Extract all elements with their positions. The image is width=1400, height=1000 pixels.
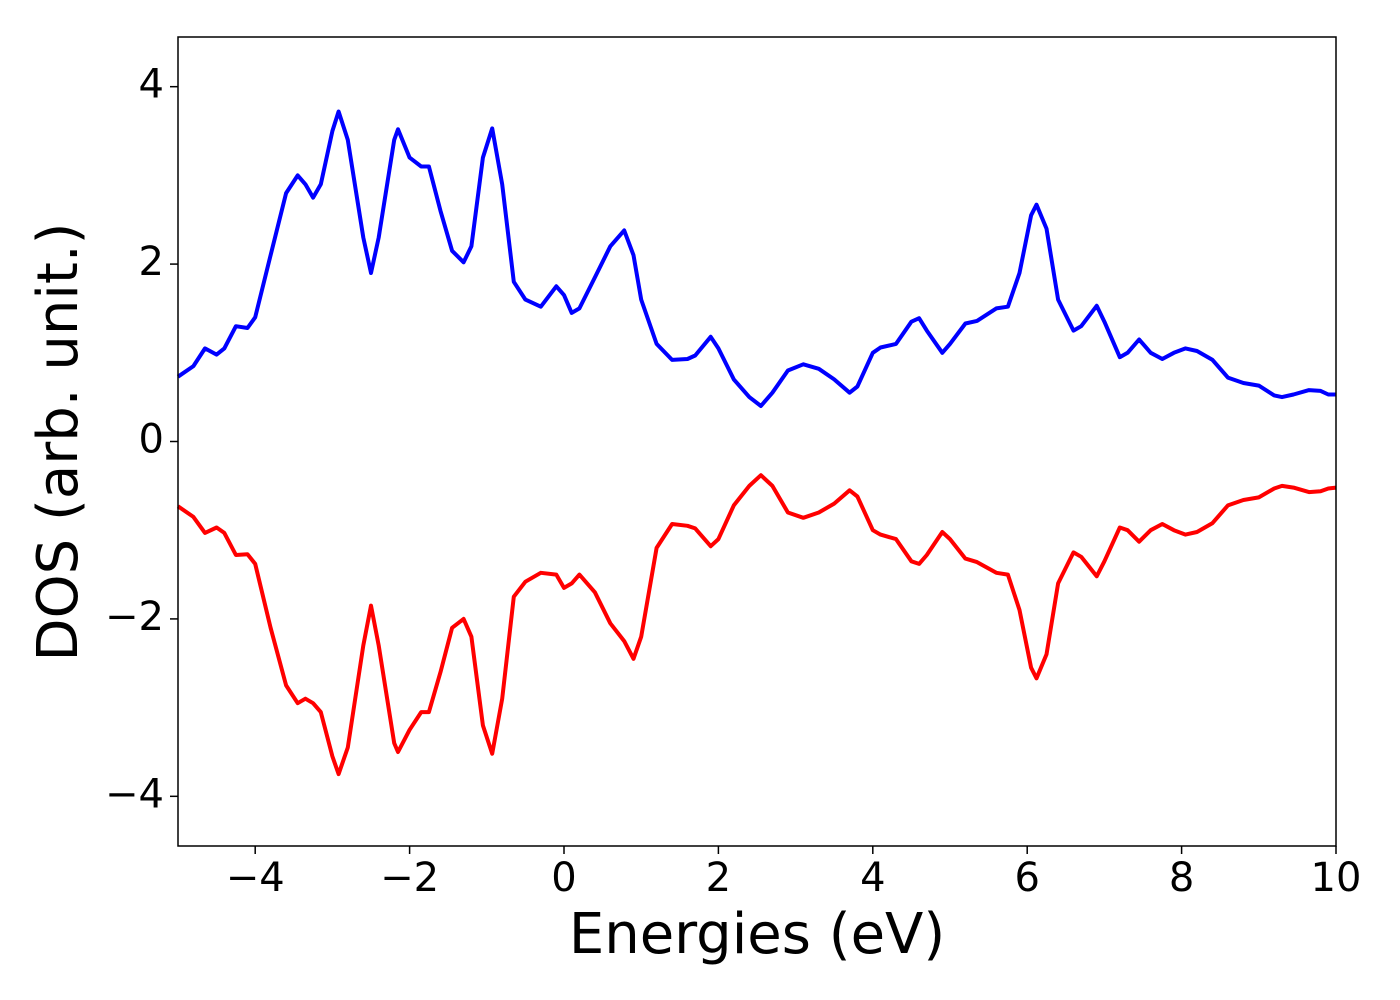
y-tick-label: −4: [105, 771, 164, 817]
y-tick-label: 2: [139, 239, 164, 285]
y-axis-label: DOS (arb. unit.): [26, 222, 91, 661]
y-tick-label: 4: [139, 62, 164, 108]
line-series: [176, 109, 1336, 408]
x-tick-label: −2: [380, 855, 439, 901]
x-tick-label: 2: [706, 855, 731, 901]
y-tick-label: −2: [105, 594, 164, 640]
plot-frame: [177, 36, 1337, 847]
x-axis-label: Energies (eV): [569, 902, 945, 967]
x-tick-label: 6: [1014, 855, 1039, 901]
x-tick-label: 10: [1311, 855, 1362, 901]
x-tick-label: 8: [1169, 855, 1194, 901]
x-tick-label: 0: [551, 855, 576, 901]
x-tick-label: 4: [860, 855, 885, 901]
x-tick-label: −4: [226, 855, 285, 901]
y-tick-label: 0: [139, 417, 164, 463]
line-series: [176, 473, 1337, 777]
